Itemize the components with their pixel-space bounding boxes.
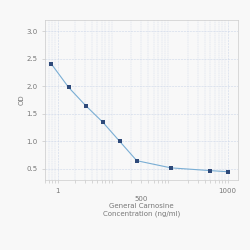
Point bbox=[226, 170, 230, 174]
Point bbox=[66, 85, 70, 89]
Point bbox=[118, 140, 122, 143]
Point bbox=[208, 168, 212, 172]
Point bbox=[50, 62, 54, 66]
Point bbox=[169, 166, 173, 170]
Point bbox=[135, 159, 139, 163]
X-axis label: 500
General Carnosine
Concentration (ng/ml): 500 General Carnosine Concentration (ng/… bbox=[103, 196, 180, 217]
Point bbox=[84, 104, 87, 108]
Point bbox=[101, 120, 105, 124]
Y-axis label: OD: OD bbox=[19, 95, 25, 105]
